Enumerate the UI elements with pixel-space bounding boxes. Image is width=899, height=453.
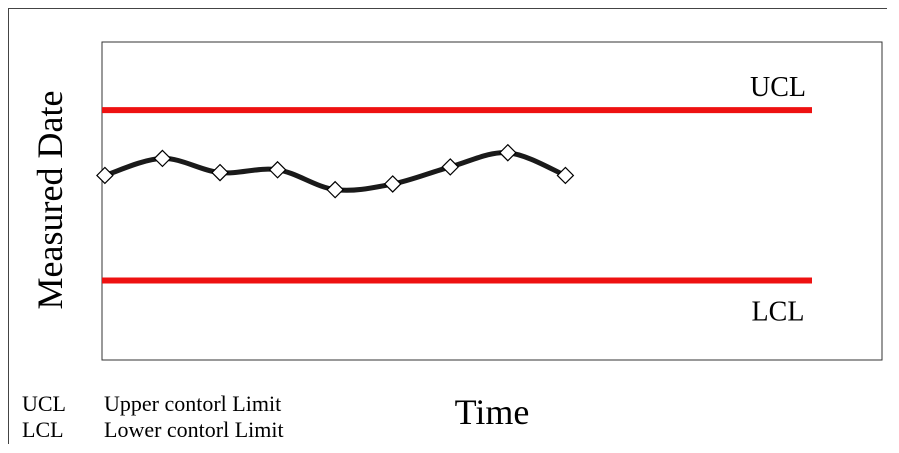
data-point-marker [556,166,575,185]
data-points [96,143,575,199]
data-point-marker [383,175,402,193]
data-point-marker [211,163,229,182]
data-point-marker [326,180,344,199]
lcl-label: LCL [752,297,805,328]
data-point-marker [96,166,114,185]
data-point-marker [441,158,460,176]
legend-abbr: LCL [22,417,64,442]
data-point-marker [153,149,172,168]
figure-frame [8,8,887,444]
data-point-marker [498,143,517,162]
legend-text: Upper contorl Limit [104,391,282,416]
abbreviation-legend: UCL Upper contorl Limit LCL Lower contor… [22,391,284,443]
limit-labels: UCL LCL [750,72,806,327]
x-axis-label: Time [455,392,530,432]
ucl-label: UCL [750,72,806,103]
plot-area [101,41,883,361]
data-point-marker [268,160,287,179]
y-axis-label: Measured Date [30,91,70,310]
legend-abbr: UCL [22,391,66,416]
control-limits [102,107,812,284]
legend-item-lcl: LCL Lower contorl Limit [22,417,284,443]
legend-item-ucl: UCL Upper contorl Limit [22,391,284,417]
legend-text: Lower contorl Limit [104,417,284,442]
